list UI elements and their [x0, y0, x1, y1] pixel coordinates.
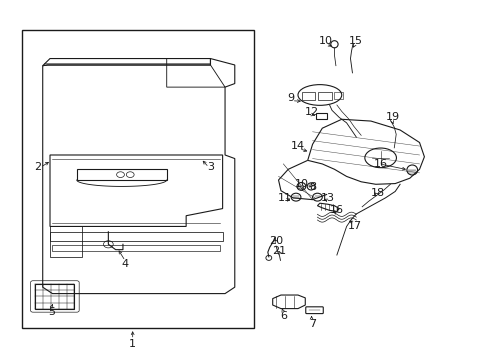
Text: 1: 1 [129, 339, 136, 349]
Text: 7: 7 [308, 319, 315, 329]
Bar [35, 284, 74, 309]
Text: 17: 17 [347, 221, 362, 231]
Bar [318, 92, 331, 100]
Text: 16: 16 [329, 205, 343, 215]
Text: 15: 15 [347, 36, 362, 46]
Text: 6: 6 [279, 311, 286, 321]
Bar [334, 92, 343, 99]
Text: 9: 9 [286, 93, 294, 103]
Text: 8: 8 [308, 182, 315, 192]
Text: 10: 10 [319, 36, 332, 46]
Bar [301, 92, 315, 100]
Text: 21: 21 [272, 247, 286, 256]
Text: 5: 5 [48, 307, 55, 317]
Text: 2: 2 [34, 162, 41, 172]
Text: 4: 4 [122, 259, 129, 269]
Text: 20: 20 [269, 236, 283, 246]
Text: 3: 3 [206, 162, 214, 172]
Text: 11: 11 [277, 193, 291, 203]
Text: 16: 16 [373, 159, 387, 169]
Bar [22, 30, 254, 328]
Text: 12: 12 [304, 107, 318, 117]
Text: 10: 10 [294, 179, 308, 189]
Text: 18: 18 [370, 188, 385, 198]
Text: 19: 19 [385, 112, 399, 122]
Text: 14: 14 [290, 141, 305, 151]
Text: 13: 13 [321, 193, 334, 203]
Bar [315, 113, 326, 118]
